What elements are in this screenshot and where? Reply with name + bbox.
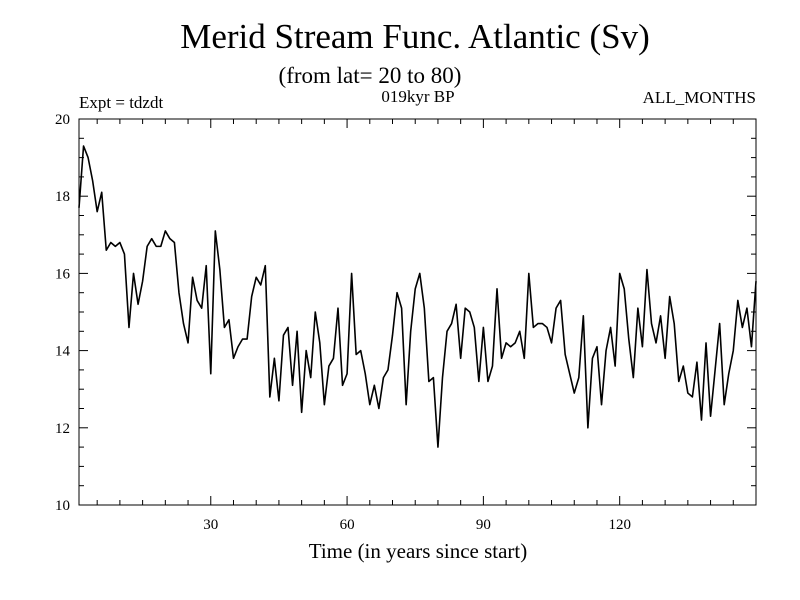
y-tick-label: 16: [55, 266, 71, 282]
x-axis-label: Time (in years since start): [309, 539, 528, 563]
series-line: [78, 145, 757, 448]
chart-subtitle: (from lat= 20 to 80): [279, 63, 462, 88]
x-tick-label: 60: [340, 517, 355, 533]
experiment-label: Expt = tdzdt: [79, 93, 163, 112]
chart-title: Merid Stream Func. Atlantic (Sv): [180, 17, 650, 56]
x-tick-label: 90: [476, 517, 491, 533]
y-tick-label: 12: [55, 421, 70, 437]
y-tick-label: 18: [55, 189, 70, 205]
x-tick-label: 120: [608, 517, 631, 533]
axes: [78, 118, 757, 506]
period-label: 019kyr BP: [381, 87, 454, 106]
y-tick-label: 20: [55, 112, 70, 128]
tick-labels: 30 60 90 120 10 12 14 16 18 20: [55, 112, 631, 533]
y-tick-label: 10: [55, 498, 70, 514]
tick-marks: [79, 119, 756, 505]
x-tick-label: 30: [203, 517, 218, 533]
series-layer: [78, 145, 757, 448]
months-label: ALL_MONTHS: [643, 88, 756, 107]
y-tick-label: 14: [55, 344, 71, 360]
plot-frame: [78, 118, 757, 506]
